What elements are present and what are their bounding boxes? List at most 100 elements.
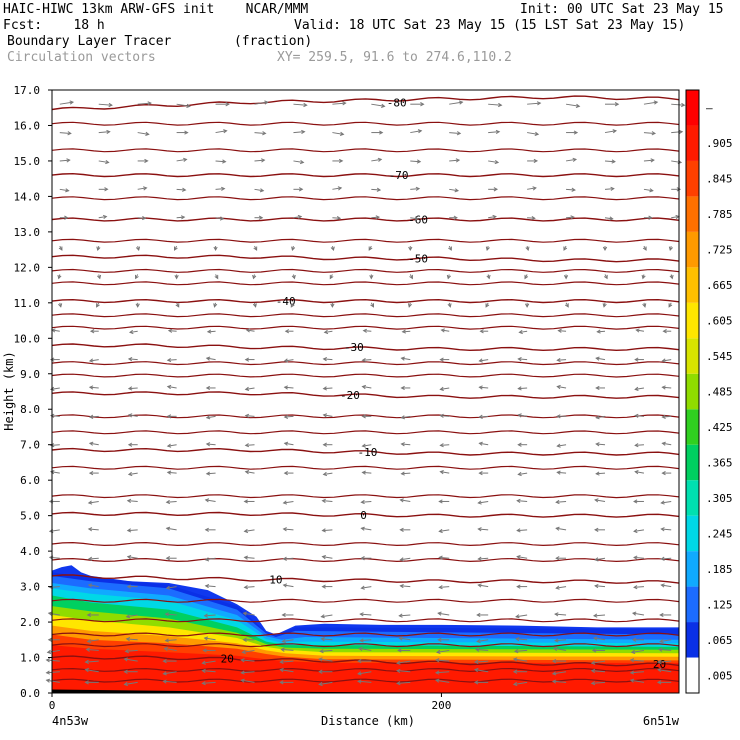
- vector-shaft: [166, 500, 177, 503]
- vector-head: [551, 671, 557, 676]
- vector-shaft: [128, 358, 138, 361]
- vector-shaft: [176, 158, 187, 162]
- vector-head: [360, 499, 365, 505]
- vector-shaft: [399, 637, 411, 641]
- vector-head: [320, 614, 325, 619]
- vector-head: [105, 160, 110, 165]
- vector-head: [57, 274, 62, 280]
- x-axis-label: Distance (km): [321, 714, 415, 728]
- vector-head: [86, 639, 92, 644]
- vector-head: [399, 527, 404, 532]
- vector-head: [358, 646, 363, 651]
- isotherm-line-labeled: [51, 391, 680, 399]
- vector-shaft: [555, 639, 567, 642]
- vector-shaft: [371, 188, 381, 191]
- vector-shaft: [98, 103, 112, 106]
- vector-head: [517, 356, 522, 362]
- vector-shaft: [513, 658, 528, 662]
- vector-shaft: [555, 613, 567, 616]
- vector-shaft: [657, 669, 672, 673]
- vector-shaft: [439, 586, 450, 588]
- vector-head: [653, 100, 659, 105]
- colorbar-swatch: [686, 302, 699, 339]
- vector-shaft: [438, 612, 450, 616]
- vector-shaft: [85, 660, 99, 663]
- vector-head: [321, 528, 326, 533]
- vector-shaft: [449, 132, 461, 134]
- vector-shaft: [242, 649, 255, 653]
- vector-head: [531, 215, 536, 221]
- vector-head: [58, 246, 63, 251]
- vector-shaft: [553, 648, 567, 651]
- vector-head: [47, 637, 53, 642]
- vector-shaft: [361, 586, 372, 589]
- vector-shaft: [362, 471, 372, 474]
- vector-head: [590, 660, 596, 665]
- vector-shaft: [566, 216, 574, 219]
- vector-shaft: [402, 330, 411, 333]
- vector-head: [495, 129, 501, 135]
- vector-head: [126, 555, 132, 560]
- vector-head: [680, 102, 686, 108]
- vector-head: [400, 471, 405, 476]
- y-axis-label: Height (km): [2, 351, 16, 430]
- isotherm-line: [51, 281, 680, 286]
- colorbar-label: .785: [706, 208, 733, 221]
- vector-head: [614, 102, 620, 107]
- vector-shaft: [634, 586, 644, 588]
- forecast-hour: Fcst: 18 h: [3, 18, 105, 33]
- isotherm-label: -40: [276, 295, 296, 308]
- vector-head: [478, 441, 483, 446]
- vector-shaft: [127, 556, 138, 559]
- y-tick-label: 12.0: [14, 261, 41, 274]
- vector-head: [283, 358, 289, 363]
- isotherm-label: -80: [387, 96, 407, 109]
- vector-shaft: [362, 444, 372, 447]
- colorbar-swatch: [686, 90, 699, 126]
- vector-shaft: [163, 671, 177, 675]
- vector-head: [651, 131, 657, 136]
- vector-head: [243, 499, 248, 504]
- y-tick-label: 7.0: [20, 439, 40, 452]
- colorbar-label: .725: [706, 244, 733, 257]
- vector-shaft: [321, 638, 333, 641]
- vector-head: [497, 102, 503, 108]
- vector-head: [205, 385, 211, 391]
- vector-shaft: [595, 557, 606, 561]
- vector-shaft: [476, 648, 489, 651]
- vector-head: [478, 358, 483, 363]
- vector-shaft: [440, 415, 450, 417]
- vector-head: [303, 102, 308, 108]
- vector-head: [642, 246, 647, 251]
- vector-shaft: [527, 132, 539, 135]
- vector-shaft: [245, 444, 255, 446]
- vector-head: [164, 638, 170, 643]
- vector-head: [629, 658, 635, 663]
- vector-shaft: [516, 614, 528, 618]
- vector-shaft: [165, 639, 177, 642]
- vector-head: [572, 157, 578, 162]
- vector-head: [555, 585, 560, 590]
- vector-shaft: [361, 527, 372, 531]
- vector-head: [279, 680, 284, 685]
- vector-head: [125, 614, 131, 619]
- vector-shaft: [597, 330, 606, 333]
- vector-shaft: [205, 585, 216, 588]
- vector-head: [321, 498, 326, 504]
- vector-head: [201, 660, 206, 665]
- isotherm-line: [51, 196, 680, 201]
- vector-head: [106, 129, 111, 135]
- vector-head: [167, 328, 173, 333]
- vector-head: [336, 215, 342, 221]
- vector-shaft: [662, 386, 672, 389]
- vector-shaft: [557, 471, 567, 474]
- vector-head: [264, 100, 269, 105]
- vector-shaft: [215, 217, 224, 220]
- vector-head: [180, 215, 186, 220]
- vector-shaft: [397, 660, 411, 664]
- vector-head: [596, 329, 601, 334]
- vector-shaft: [410, 217, 419, 220]
- vector-head: [642, 303, 647, 308]
- vector-head: [634, 357, 639, 362]
